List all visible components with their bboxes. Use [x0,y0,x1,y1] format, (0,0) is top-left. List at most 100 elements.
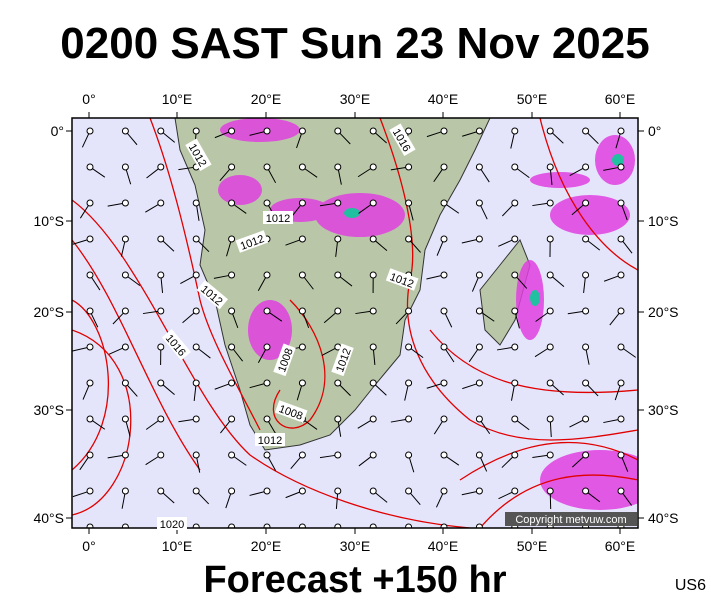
barb-shaft [471,277,479,292]
barb-shaft [160,277,164,293]
barb-station [298,343,306,351]
barb-shaft [395,312,407,325]
barb-station [511,235,519,243]
barb-shaft [125,169,132,185]
barb-shaft [90,313,99,328]
frame-ticks [66,112,644,534]
barb-station [440,307,448,315]
barb-station [405,523,413,528]
barb-station [121,487,129,495]
barb-shaft [461,491,477,496]
barb-station [86,379,94,387]
barb-shaft [303,277,314,290]
barb-station [192,307,200,315]
barb-station [617,163,625,171]
barb-shaft [126,132,138,146]
barb-station [617,127,625,135]
barb-shaft [410,492,421,506]
barb-shaft [249,491,265,496]
barb-shaft [587,384,599,397]
barb-shaft [290,456,301,470]
barb-station [334,451,342,459]
barb-station [298,127,306,135]
lat-label-right: 0° [648,123,661,139]
barb-station [546,451,554,459]
barb-shaft [436,241,444,256]
barb-station [475,307,483,315]
barb-shaft [180,275,194,284]
barb-station [157,379,165,387]
barb-station [298,487,306,495]
barb-shaft [182,312,195,324]
barb-shaft [81,133,90,148]
title: 0200 SAST Sun 23 Nov 2025 [60,19,649,68]
barb-shaft [178,166,194,171]
barb-shaft [304,529,313,541]
barb-shaft [535,312,549,322]
barb-shaft [162,492,175,504]
barb-shaft [214,383,229,390]
barb-shaft [193,385,197,401]
barb-station [298,235,306,243]
barb-station [405,235,413,243]
barb-station [369,235,377,243]
barb-station [228,487,236,495]
barb-station [334,307,342,315]
barb-station [228,379,236,387]
barb-shaft [198,348,211,359]
barb-shaft [72,347,88,352]
barb-station [121,199,129,207]
barb-station [334,199,342,207]
barb-shaft [572,456,584,468]
barb-shaft [249,131,265,136]
barb-shaft [233,349,244,362]
barb-station [121,523,129,528]
barb-station [192,127,200,135]
barb-shaft [82,385,90,400]
barb-shaft [408,205,414,221]
barb-shaft [257,277,266,292]
map-area [72,118,638,545]
barb-station [263,127,271,135]
lon-label-bottom: 50°E [517,538,548,554]
barb-shaft [372,530,373,545]
barb-station [546,415,554,423]
lat-label-right: 10°S [648,213,679,229]
barb-station [582,415,590,423]
barb-shaft [112,312,124,325]
barb-shaft [358,456,372,467]
barb-station [298,307,306,315]
barb-station [405,127,413,135]
barb-station [546,343,554,351]
lon-label-top: 60°E [605,91,636,107]
isobar-label-box [161,329,192,361]
barb-station [298,163,306,171]
barb-shaft [433,421,443,435]
barb-shaft [358,204,372,214]
lat-label-right: 40°S [648,510,679,526]
barb-shaft [321,347,336,356]
barb-station [440,271,448,279]
barb-station [86,487,94,495]
barb-station [475,523,483,528]
barb-station [86,235,94,243]
barb-station [228,127,236,135]
heavy-rain [344,154,624,306]
barb-shaft [162,132,176,143]
barb-shaft [569,167,584,176]
barb-station [511,343,519,351]
barb-station [475,487,483,495]
barb-station [369,523,377,528]
barb-station [369,343,377,351]
barb-shaft [127,384,138,397]
barb-station [617,235,625,243]
barb-station [546,127,554,135]
barb-station [582,307,590,315]
lat-label-right: 20°S [648,304,679,320]
barb-shaft [268,457,277,472]
barb-shaft [587,240,601,251]
barb-shaft [408,457,415,473]
barb-station [86,163,94,171]
barb-station [228,307,236,315]
barb-station [263,415,271,423]
